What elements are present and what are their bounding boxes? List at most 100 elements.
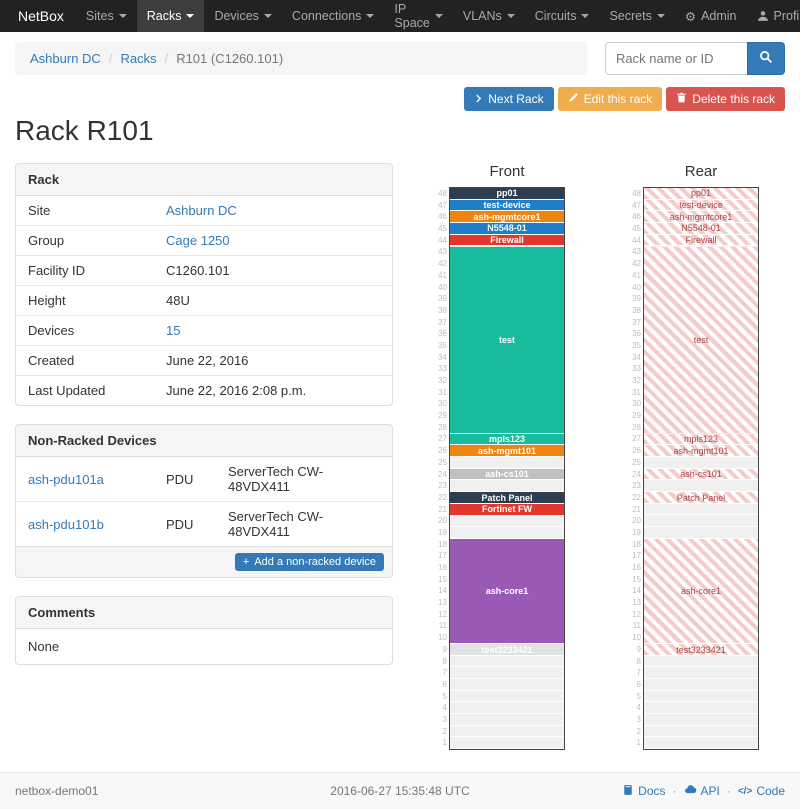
front-empty-unit-6[interactable]	[450, 679, 564, 691]
breadcrumb-site-link[interactable]: Ashburn DC	[30, 51, 101, 66]
rear-rack-title: Rear	[625, 163, 759, 180]
rear-device-test[interactable]: test	[644, 247, 758, 433]
front-empty-unit-20[interactable]	[450, 515, 564, 527]
front-device-firewall[interactable]: Firewall	[450, 235, 564, 246]
rear-device-patch-panel[interactable]: Patch Panel	[644, 492, 758, 503]
nav-item-vlans[interactable]: VLANs	[453, 0, 525, 32]
front-empty-unit-25[interactable]	[450, 457, 564, 469]
rear-empty-unit-21[interactable]	[644, 504, 758, 516]
breadcrumb-racks-link[interactable]: Racks	[120, 51, 156, 66]
unit-number: 25	[431, 457, 447, 469]
rack-search	[605, 42, 785, 75]
nav-item-ip-space[interactable]: IP Space	[384, 0, 452, 32]
button-label: Next Rack	[488, 92, 543, 106]
nav-item-sites[interactable]: Sites	[76, 0, 137, 32]
unit-number: 47	[625, 200, 641, 212]
rear-device-pp01[interactable]: pp01	[644, 188, 758, 199]
front-empty-unit-4[interactable]	[450, 702, 564, 714]
rear-device-mpls123[interactable]: mpls123	[644, 434, 758, 445]
front-device-patch-panel[interactable]: Patch Panel	[450, 492, 564, 503]
unit-number: 48	[431, 188, 447, 200]
edit-rack-button[interactable]: Edit this rack	[558, 87, 663, 111]
next-rack-button[interactable]: Next Rack	[464, 87, 553, 111]
front-empty-unit-8[interactable]	[450, 656, 564, 668]
unit-number: 16	[431, 562, 447, 574]
front-device-test[interactable]: test	[450, 247, 564, 433]
rear-empty-unit-19[interactable]	[644, 527, 758, 539]
unit-number: 5	[431, 691, 447, 703]
unit-number: 34	[431, 352, 447, 364]
front-device-ash-mgmt101[interactable]: ash-mgmt101	[450, 445, 564, 456]
brand[interactable]: NetBox	[6, 0, 76, 32]
chevron-down-icon	[119, 14, 127, 18]
api-link[interactable]: API	[684, 783, 720, 799]
search-button[interactable]	[747, 42, 785, 75]
nav-item-connections[interactable]: Connections	[282, 0, 385, 32]
link-label: Docs	[638, 784, 665, 798]
rear-empty-unit-6[interactable]	[644, 679, 758, 691]
unit-number: 28	[431, 422, 447, 434]
rear-device-ash-cs101[interactable]: ash-cs101	[644, 469, 758, 480]
table-row: ash-pdu101a PDU ServerTech CW-48VDX411	[16, 457, 392, 502]
rear-empty-unit-3[interactable]	[644, 714, 758, 726]
front-empty-unit-1[interactable]	[450, 737, 564, 749]
front-empty-unit-2[interactable]	[450, 726, 564, 738]
unit-number: 32	[625, 375, 641, 387]
front-empty-unit-5[interactable]	[450, 691, 564, 703]
front-device-test3233421[interactable]: test3233421	[450, 644, 564, 655]
front-device-ash-core1[interactable]: ash-core1	[450, 539, 564, 643]
unit-number: 26	[625, 445, 641, 457]
unit-number: 11	[431, 620, 447, 632]
front-device-test-device[interactable]: test-device	[450, 200, 564, 211]
rear-device-ash-mgmtcore1[interactable]: ash-mgmtcore1	[644, 211, 758, 222]
add-non-racked-device-button[interactable]: + Add a non-racked device	[235, 553, 384, 571]
rear-device-ash-core1[interactable]: ash-core1	[644, 539, 758, 643]
table-row: Facility ID C1260.101	[16, 256, 392, 286]
front-empty-unit-23[interactable]	[450, 480, 564, 492]
front-empty-unit-3[interactable]	[450, 714, 564, 726]
rear-empty-unit-23[interactable]	[644, 480, 758, 492]
rear-empty-unit-25[interactable]	[644, 457, 758, 469]
group-link[interactable]: Cage 1250	[166, 233, 230, 248]
nav-item-racks[interactable]: Racks	[137, 0, 205, 32]
rear-empty-unit-4[interactable]	[644, 702, 758, 714]
front-device-pp01[interactable]: pp01	[450, 188, 564, 199]
nav-item-secrets[interactable]: Secrets	[599, 0, 674, 32]
docs-link[interactable]: Docs	[622, 784, 665, 799]
site-link[interactable]: Ashburn DC	[166, 203, 237, 218]
table-row: ash-pdu101b PDU ServerTech CW-48VDX411	[16, 502, 392, 547]
rear-device-firewall[interactable]: Firewall	[644, 235, 758, 246]
nav-item-devices[interactable]: Devices	[204, 0, 281, 32]
front-device-ash-mgmtcore1[interactable]: ash-mgmtcore1	[450, 211, 564, 222]
delete-rack-button[interactable]: Delete this rack	[666, 87, 785, 111]
nav-profile[interactable]: Profile	[747, 0, 800, 32]
rear-device-n5548-01[interactable]: N5548-01	[644, 223, 758, 234]
unit-number: 1	[431, 737, 447, 749]
rear-empty-unit-5[interactable]	[644, 691, 758, 703]
front-empty-unit-7[interactable]	[450, 667, 564, 679]
rear-empty-unit-2[interactable]	[644, 726, 758, 738]
rear-empty-unit-7[interactable]	[644, 667, 758, 679]
non-racked-panel-title: Non-Racked Devices	[16, 425, 392, 457]
rear-device-test-device[interactable]: test-device	[644, 200, 758, 211]
rear-device-test3233421[interactable]: test3233421	[644, 644, 758, 655]
rear-device-ash-mgmt101[interactable]: ash-mgmt101	[644, 445, 758, 456]
nav-admin[interactable]: ⚙ Admin	[675, 0, 747, 32]
nav-item-circuits[interactable]: Circuits	[525, 0, 600, 32]
front-device-mpls123[interactable]: mpls123	[450, 434, 564, 445]
search-input[interactable]	[605, 42, 747, 75]
rear-empty-unit-8[interactable]	[644, 656, 758, 668]
non-racked-device-link[interactable]: ash-pdu101b	[28, 517, 104, 532]
cloud-icon	[684, 783, 697, 799]
chevron-down-icon	[186, 14, 194, 18]
front-device-ash-cs101[interactable]: ash-cs101	[450, 469, 564, 480]
non-racked-device-link[interactable]: ash-pdu101a	[28, 472, 104, 487]
front-device-n5548-01[interactable]: N5548-01	[450, 223, 564, 234]
code-link[interactable]: </> Code	[738, 784, 785, 798]
front-device-fortinet-fw[interactable]: Fortinet FW	[450, 504, 564, 515]
front-empty-unit-19[interactable]	[450, 527, 564, 539]
devices-count-link[interactable]: 15	[166, 323, 180, 338]
unit-number: 31	[625, 387, 641, 399]
rear-empty-unit-20[interactable]	[644, 515, 758, 527]
rear-empty-unit-1[interactable]	[644, 737, 758, 749]
